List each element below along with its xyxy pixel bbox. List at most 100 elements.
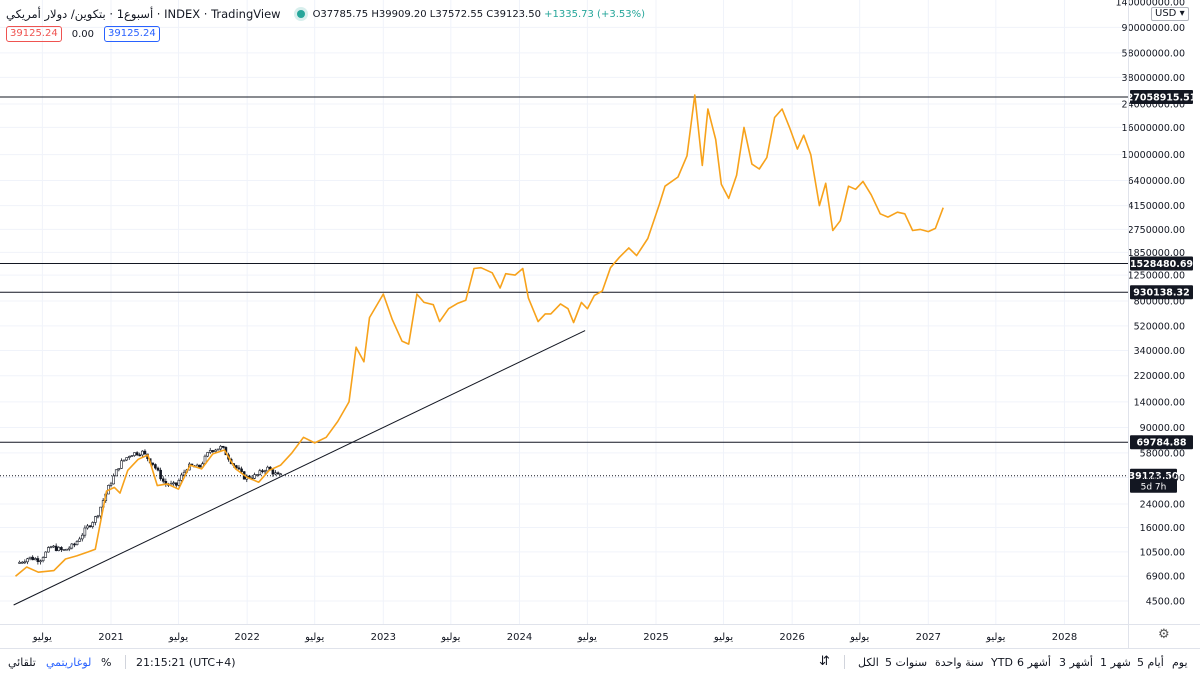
projection-line: [14, 94, 944, 577]
x-tick-label: 2022: [234, 632, 259, 643]
grid-layer: [0, 0, 1128, 624]
y-tick-label: 6400000.00: [1128, 176, 1185, 187]
candle-body: [125, 457, 128, 461]
candle-body: [255, 474, 259, 476]
timeframe-6m[interactable]: 6 أشهر: [1017, 656, 1051, 669]
y-tick-label: 2750000.00: [1128, 225, 1185, 236]
candle-body: [172, 482, 175, 485]
candle-body: [221, 445, 225, 448]
level-label-text: 1528480.69: [1130, 259, 1193, 270]
trendline: [13, 330, 586, 606]
candle-body: [253, 474, 256, 479]
candle-body: [109, 483, 113, 486]
candle-body: [26, 558, 29, 563]
x-tick-label: يوليو: [32, 632, 52, 643]
currency-label: USD: [1155, 8, 1177, 19]
candle-body: [31, 556, 34, 561]
candle-body: [154, 464, 157, 469]
candle-body: [75, 541, 79, 545]
ohlc-change: +1335.73 (+3.53%): [544, 8, 645, 20]
candle-body: [60, 547, 63, 551]
candle-body: [198, 464, 202, 468]
candle-body: [177, 480, 181, 486]
x-tick-label: 2027: [916, 632, 941, 643]
candle-body: [94, 516, 97, 523]
y-tick-label: 220000.00: [1134, 371, 1185, 382]
level-label-bg: [1130, 435, 1193, 450]
x-tick-label: 2023: [371, 632, 396, 643]
y-tick-label: 1850000.00: [1128, 248, 1185, 259]
y-tick-label: 800000.00: [1134, 296, 1185, 307]
timeframe-1d[interactable]: يوم: [1172, 656, 1188, 669]
clock-readout[interactable]: 21:15:21 (UTC+4): [136, 656, 236, 669]
last-price-bg: [1130, 468, 1177, 493]
timeframe-5y[interactable]: 5 سنوات: [885, 656, 928, 669]
toolbar-divider: [844, 655, 845, 669]
log-scale-toggle[interactable]: لوغاريتمي: [46, 656, 92, 669]
y-tick-label: 38000.00: [1140, 473, 1185, 484]
candle-body: [96, 515, 100, 518]
y-tick-label: 90000.00: [1140, 423, 1185, 434]
x-tick-label: 2021: [98, 632, 123, 643]
calendar-range-icon[interactable]: ⇵: [819, 654, 830, 669]
symbol-title[interactable]: أسبوع1 · بتكوين/ دولار أمريكي · INDEX · …: [6, 7, 281, 21]
market-status-icon: [296, 10, 305, 18]
candle-body: [237, 467, 241, 470]
candle-body: [235, 465, 238, 469]
candle-body: [80, 534, 84, 540]
candle-body: [62, 549, 66, 551]
candle-body: [135, 452, 139, 456]
y-tick-label: 90000000.00: [1122, 23, 1185, 34]
y-tick-label: 58000.00: [1140, 448, 1185, 459]
price-pills: 39125.24 0.00 39125.24: [6, 26, 160, 42]
y-axis: 140000000.00 90000000.00 58000000.00 380000…: [1115, 0, 1185, 648]
candle-body: [114, 469, 118, 477]
candle-body: [65, 548, 68, 551]
spread-value: 0.00: [71, 28, 94, 40]
auto-scale-toggle[interactable]: تلقائي: [8, 656, 36, 669]
candle-body: [133, 452, 136, 456]
candle-body: [41, 557, 45, 562]
ohlc-open: O37785.75: [312, 8, 369, 20]
candle-body: [214, 449, 217, 452]
candle-body: [33, 558, 37, 561]
candle-body: [127, 456, 131, 458]
y-tick-label: 1250000.00: [1128, 271, 1185, 282]
timeframe-1y[interactable]: سنة واحدة: [935, 656, 984, 669]
gear-icon[interactable]: ⚙: [1158, 627, 1170, 642]
sell-price-pill[interactable]: 39125.24: [6, 26, 62, 42]
timeframe-3m[interactable]: 3 أشهر: [1059, 656, 1093, 669]
candle-body: [44, 551, 48, 558]
x-tick-label: يوليو: [713, 632, 733, 643]
timeframe-ytd[interactable]: YTD: [991, 656, 1013, 669]
level-label-bg: [1130, 285, 1193, 300]
x-tick-label: يوليو: [304, 632, 324, 643]
x-tick-label: يوليو: [849, 632, 869, 643]
timeframe-all[interactable]: الكل: [858, 656, 879, 669]
timeframe-5d[interactable]: 5 أيام: [1137, 656, 1164, 669]
candle-body: [161, 478, 165, 482]
candle-body: [180, 474, 183, 481]
candle-body: [120, 460, 123, 469]
candle-body: [78, 538, 81, 542]
bottom-toolbar: يوم 5 أيام 1 شهر 3 أشهر 6 أشهر YTD سنة و…: [0, 648, 1200, 676]
x-tick-label: 2025: [643, 632, 668, 643]
candle-body: [208, 450, 212, 453]
x-tick-label: يوليو: [577, 632, 597, 643]
candle-body: [52, 545, 55, 548]
y-tick-label: 6900.00: [1146, 572, 1185, 583]
y-tick-label: 4150000.00: [1128, 201, 1185, 212]
currency-selector[interactable]: USD ▾: [1151, 7, 1189, 21]
timeframe-1m[interactable]: 1 شهر: [1100, 656, 1131, 669]
candle-body: [20, 561, 24, 564]
percent-toggle[interactable]: %: [101, 656, 112, 669]
buy-price-pill[interactable]: 39125.24: [103, 26, 160, 42]
projection-series: [14, 94, 944, 577]
y-tick-label: 24000000.00: [1122, 99, 1185, 110]
candle-body: [73, 543, 76, 546]
candle-body: [49, 546, 53, 549]
y-tick-label: 340000.00: [1134, 346, 1185, 357]
candle-body: [174, 482, 178, 486]
